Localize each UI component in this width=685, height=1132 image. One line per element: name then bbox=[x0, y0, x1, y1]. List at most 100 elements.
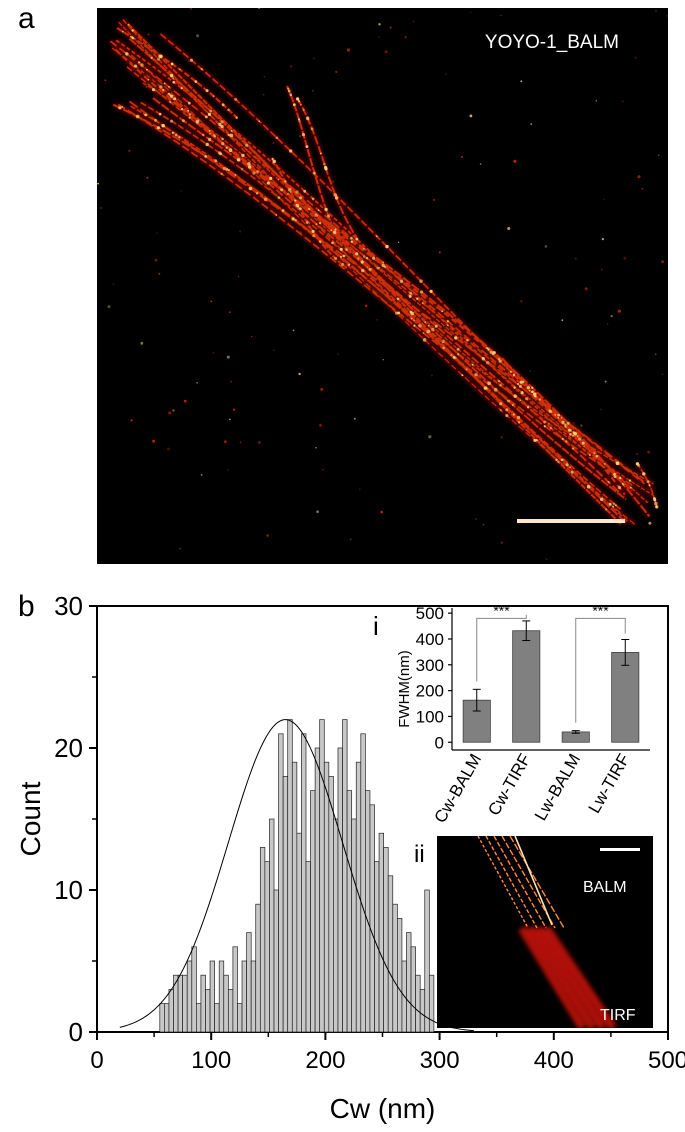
filament-punctum bbox=[256, 170, 259, 173]
filament-punctum bbox=[228, 148, 233, 152]
filament-punctum bbox=[317, 209, 320, 211]
histogram-bar bbox=[296, 832, 302, 1033]
speckle bbox=[661, 260, 665, 264]
speckle bbox=[445, 73, 447, 76]
filament-punctum bbox=[202, 133, 205, 137]
histogram-bar bbox=[392, 903, 398, 1033]
filament-punctum bbox=[150, 56, 153, 60]
histogram-bar bbox=[397, 918, 403, 1033]
filament-punctum bbox=[613, 475, 617, 479]
speckle bbox=[601, 268, 603, 271]
filament-punctum bbox=[493, 387, 498, 392]
filament-punctum bbox=[486, 361, 490, 365]
histogram-bar bbox=[314, 747, 321, 1033]
filament-punctum bbox=[179, 68, 181, 71]
micrograph-yoyo1-balm: YOYO-1_BALM bbox=[97, 8, 668, 564]
tirf-filament bbox=[526, 925, 597, 1028]
filament-punctum bbox=[281, 209, 285, 212]
speckle bbox=[404, 36, 407, 39]
speckle bbox=[316, 510, 319, 513]
speckle bbox=[636, 453, 639, 456]
speckle bbox=[469, 114, 473, 118]
filament-punctum bbox=[487, 348, 490, 351]
histogram-bar bbox=[168, 989, 174, 1033]
histogram-bar bbox=[305, 861, 311, 1033]
filament-punctum bbox=[424, 321, 427, 323]
speckle bbox=[561, 319, 564, 322]
inset-i-label: i bbox=[373, 611, 379, 641]
speckle bbox=[228, 311, 231, 314]
filament-punctum bbox=[290, 94, 292, 97]
inset-bar bbox=[512, 630, 541, 743]
speckle bbox=[227, 469, 229, 471]
inset-category-label: Cw-BALM bbox=[431, 751, 486, 827]
filament-punctum bbox=[604, 463, 606, 465]
speckle bbox=[251, 336, 253, 338]
speckle bbox=[130, 419, 133, 422]
filament-punctum bbox=[158, 112, 162, 116]
filament-punctum bbox=[341, 263, 345, 267]
speckle bbox=[272, 141, 275, 144]
x-tick-label: 400 bbox=[534, 1047, 574, 1074]
x-axis-label: Cw (nm) bbox=[330, 1093, 436, 1124]
speckle bbox=[595, 100, 597, 102]
filament-punctum bbox=[168, 86, 170, 88]
filament-punctum bbox=[518, 384, 522, 388]
filament-punctum bbox=[499, 384, 502, 387]
filament-punctum bbox=[422, 332, 425, 334]
tirf-filament bbox=[518, 925, 587, 1028]
filament-punctum bbox=[441, 310, 444, 313]
filament-punctum bbox=[507, 399, 510, 403]
filament-punctum bbox=[629, 486, 632, 489]
histogram-bar bbox=[159, 1003, 165, 1033]
filament-punctum bbox=[209, 132, 211, 135]
filament-punctum bbox=[521, 380, 525, 384]
filament-punctum bbox=[409, 291, 413, 295]
filament-punctum bbox=[572, 447, 575, 450]
filament-punctum bbox=[416, 297, 419, 300]
inset-y-tick-label: 500 bbox=[416, 604, 444, 623]
histogram-bar bbox=[237, 1003, 243, 1033]
histogram-bar bbox=[182, 974, 188, 1033]
speckle bbox=[99, 206, 103, 210]
filament-punctum bbox=[258, 120, 260, 122]
histogram-bar bbox=[250, 960, 257, 1033]
filament-punctum bbox=[272, 159, 276, 164]
filament-punctum bbox=[303, 189, 307, 193]
speckle bbox=[604, 380, 607, 383]
filament-punctum bbox=[234, 98, 238, 101]
speckle bbox=[258, 441, 261, 444]
filament-punctum bbox=[174, 133, 178, 137]
speckle bbox=[617, 309, 621, 313]
filament-punctum bbox=[180, 107, 184, 111]
filament-punctum bbox=[646, 480, 650, 484]
filament-punctum bbox=[156, 57, 160, 61]
speckle bbox=[666, 15, 668, 17]
filament-punctum bbox=[263, 197, 268, 202]
filament-punctum bbox=[421, 302, 424, 304]
filament-punctum bbox=[241, 153, 245, 158]
filament-punctum bbox=[159, 85, 163, 89]
filament-punctum bbox=[133, 64, 138, 68]
filament-punctum bbox=[519, 399, 522, 402]
speckle bbox=[584, 287, 588, 291]
speckle bbox=[500, 541, 503, 544]
filament-punctum bbox=[361, 268, 365, 273]
filament-punctum bbox=[565, 463, 569, 467]
filament-punctum bbox=[355, 252, 359, 256]
filament-punctum bbox=[315, 223, 318, 226]
filament-punctum bbox=[156, 126, 160, 130]
filament-punctum bbox=[144, 113, 147, 117]
speckle bbox=[648, 521, 652, 525]
filament-punctum bbox=[376, 235, 378, 237]
speckle bbox=[224, 440, 227, 444]
filament-punctum bbox=[589, 454, 591, 456]
histogram-bar bbox=[200, 974, 206, 1033]
filament-punctum bbox=[422, 338, 427, 342]
significance-marker: *** bbox=[592, 602, 609, 618]
histogram-bar bbox=[374, 861, 380, 1033]
filament-punctum bbox=[140, 63, 144, 67]
filament-punctum bbox=[227, 169, 230, 172]
filament-punctum bbox=[615, 461, 620, 466]
gaussian-fit-curve bbox=[119, 719, 474, 1032]
